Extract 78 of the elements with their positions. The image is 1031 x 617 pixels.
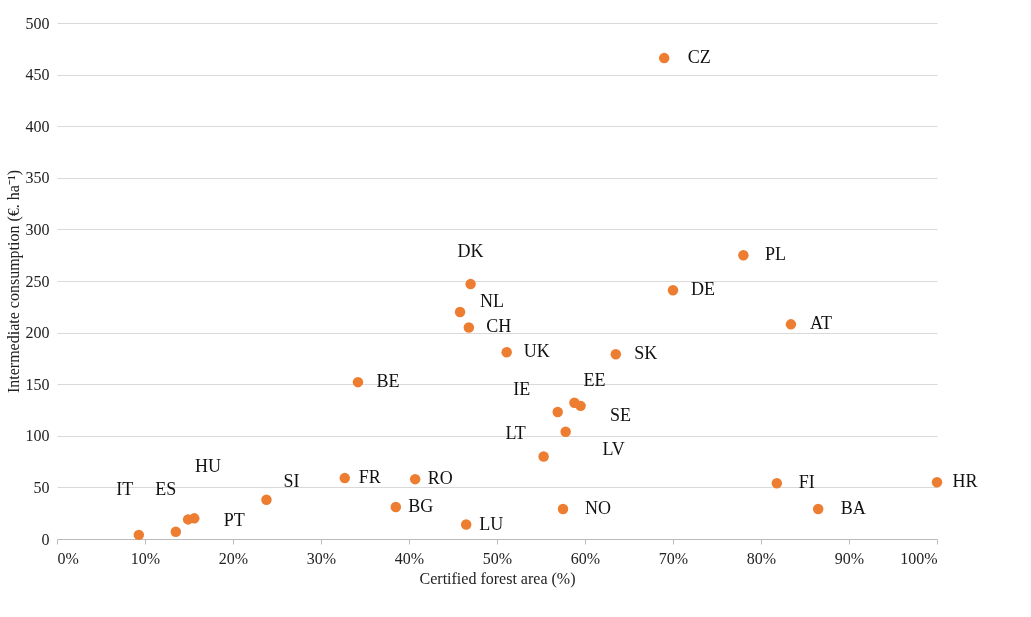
x-axis-title: Certified forest area (%) [419, 569, 576, 588]
x-tick-label: 30% [306, 549, 337, 567]
x-tick-label: 10% [130, 549, 161, 567]
x-tick-label: 40% [394, 549, 425, 567]
x-tick-label: 0% [57, 549, 79, 567]
x-tick-label: 60% [570, 549, 601, 567]
x-tick-label: 90% [834, 549, 865, 567]
annotation: NO [585, 498, 611, 519]
annotation: RO [427, 468, 453, 489]
point [610, 349, 622, 360]
point [465, 278, 476, 290]
point [812, 503, 824, 515]
y-tick-label: 250 [25, 272, 50, 290]
point [409, 473, 421, 485]
annotation: AT [809, 313, 832, 334]
point [170, 526, 182, 538]
annotation: SE [610, 404, 632, 425]
annotation: PT [223, 510, 245, 531]
point [189, 513, 200, 524]
point [931, 477, 943, 488]
annotation: CH [486, 316, 512, 337]
x-tick-label: 50% [482, 549, 513, 567]
annotation: NL [480, 290, 505, 311]
point [454, 306, 466, 318]
point [560, 426, 571, 437]
annotation: CZ [687, 47, 711, 68]
x-tick-label: 20% [218, 549, 249, 567]
annotation: FI [798, 472, 815, 493]
point [785, 319, 797, 330]
x-tick-label: 70% [658, 549, 689, 567]
annotation: PL [764, 244, 786, 265]
y-tick-label: 50 [33, 478, 50, 496]
annotation: ES [155, 478, 177, 499]
y-tick-label: 450 [25, 66, 50, 84]
point [575, 400, 586, 412]
annotation: BG [408, 496, 434, 517]
point [133, 529, 145, 541]
y-tick-label: 300 [25, 220, 50, 238]
point [738, 249, 749, 261]
annotation: SK [634, 343, 658, 364]
x-tick-label: 100% [900, 549, 938, 567]
point [658, 52, 670, 64]
y-tick-label: 400 [25, 117, 50, 135]
annotation: BA [840, 498, 866, 519]
y-axis-title: Intermediate consumption (€. ha⁻¹) [4, 169, 23, 394]
annotation: EE [583, 369, 606, 390]
point [261, 494, 272, 506]
point [771, 478, 783, 489]
point [463, 322, 475, 333]
annotation: BE [376, 371, 400, 392]
annotation: HR [952, 471, 978, 492]
annotation: IT [116, 478, 134, 499]
y-tick-label: 0 [41, 530, 50, 548]
point [557, 503, 569, 515]
y-tick-label: 350 [25, 169, 50, 187]
point [538, 451, 549, 462]
y-tick-label: 150 [25, 375, 50, 393]
annotation: DK [457, 241, 484, 262]
point [501, 346, 512, 358]
y-tick-label: 500 [25, 14, 50, 32]
annotation: LU [479, 513, 504, 534]
annotation: SI [283, 470, 300, 491]
x-tick-label: 80% [746, 549, 777, 567]
point [460, 519, 472, 530]
point [667, 285, 679, 296]
annotation: DE [691, 279, 715, 300]
annotation: LT [505, 423, 526, 444]
annotation: FR [358, 467, 381, 488]
point [352, 376, 364, 388]
annotation: LV [602, 438, 625, 459]
y-tick-label: 200 [25, 324, 50, 342]
point [390, 501, 402, 513]
point [552, 406, 563, 418]
annotation: HU [195, 456, 222, 477]
y-tick-label: 100 [25, 427, 50, 445]
annotation: IE [513, 379, 531, 400]
point [339, 472, 350, 484]
annotation: UK [523, 341, 550, 362]
